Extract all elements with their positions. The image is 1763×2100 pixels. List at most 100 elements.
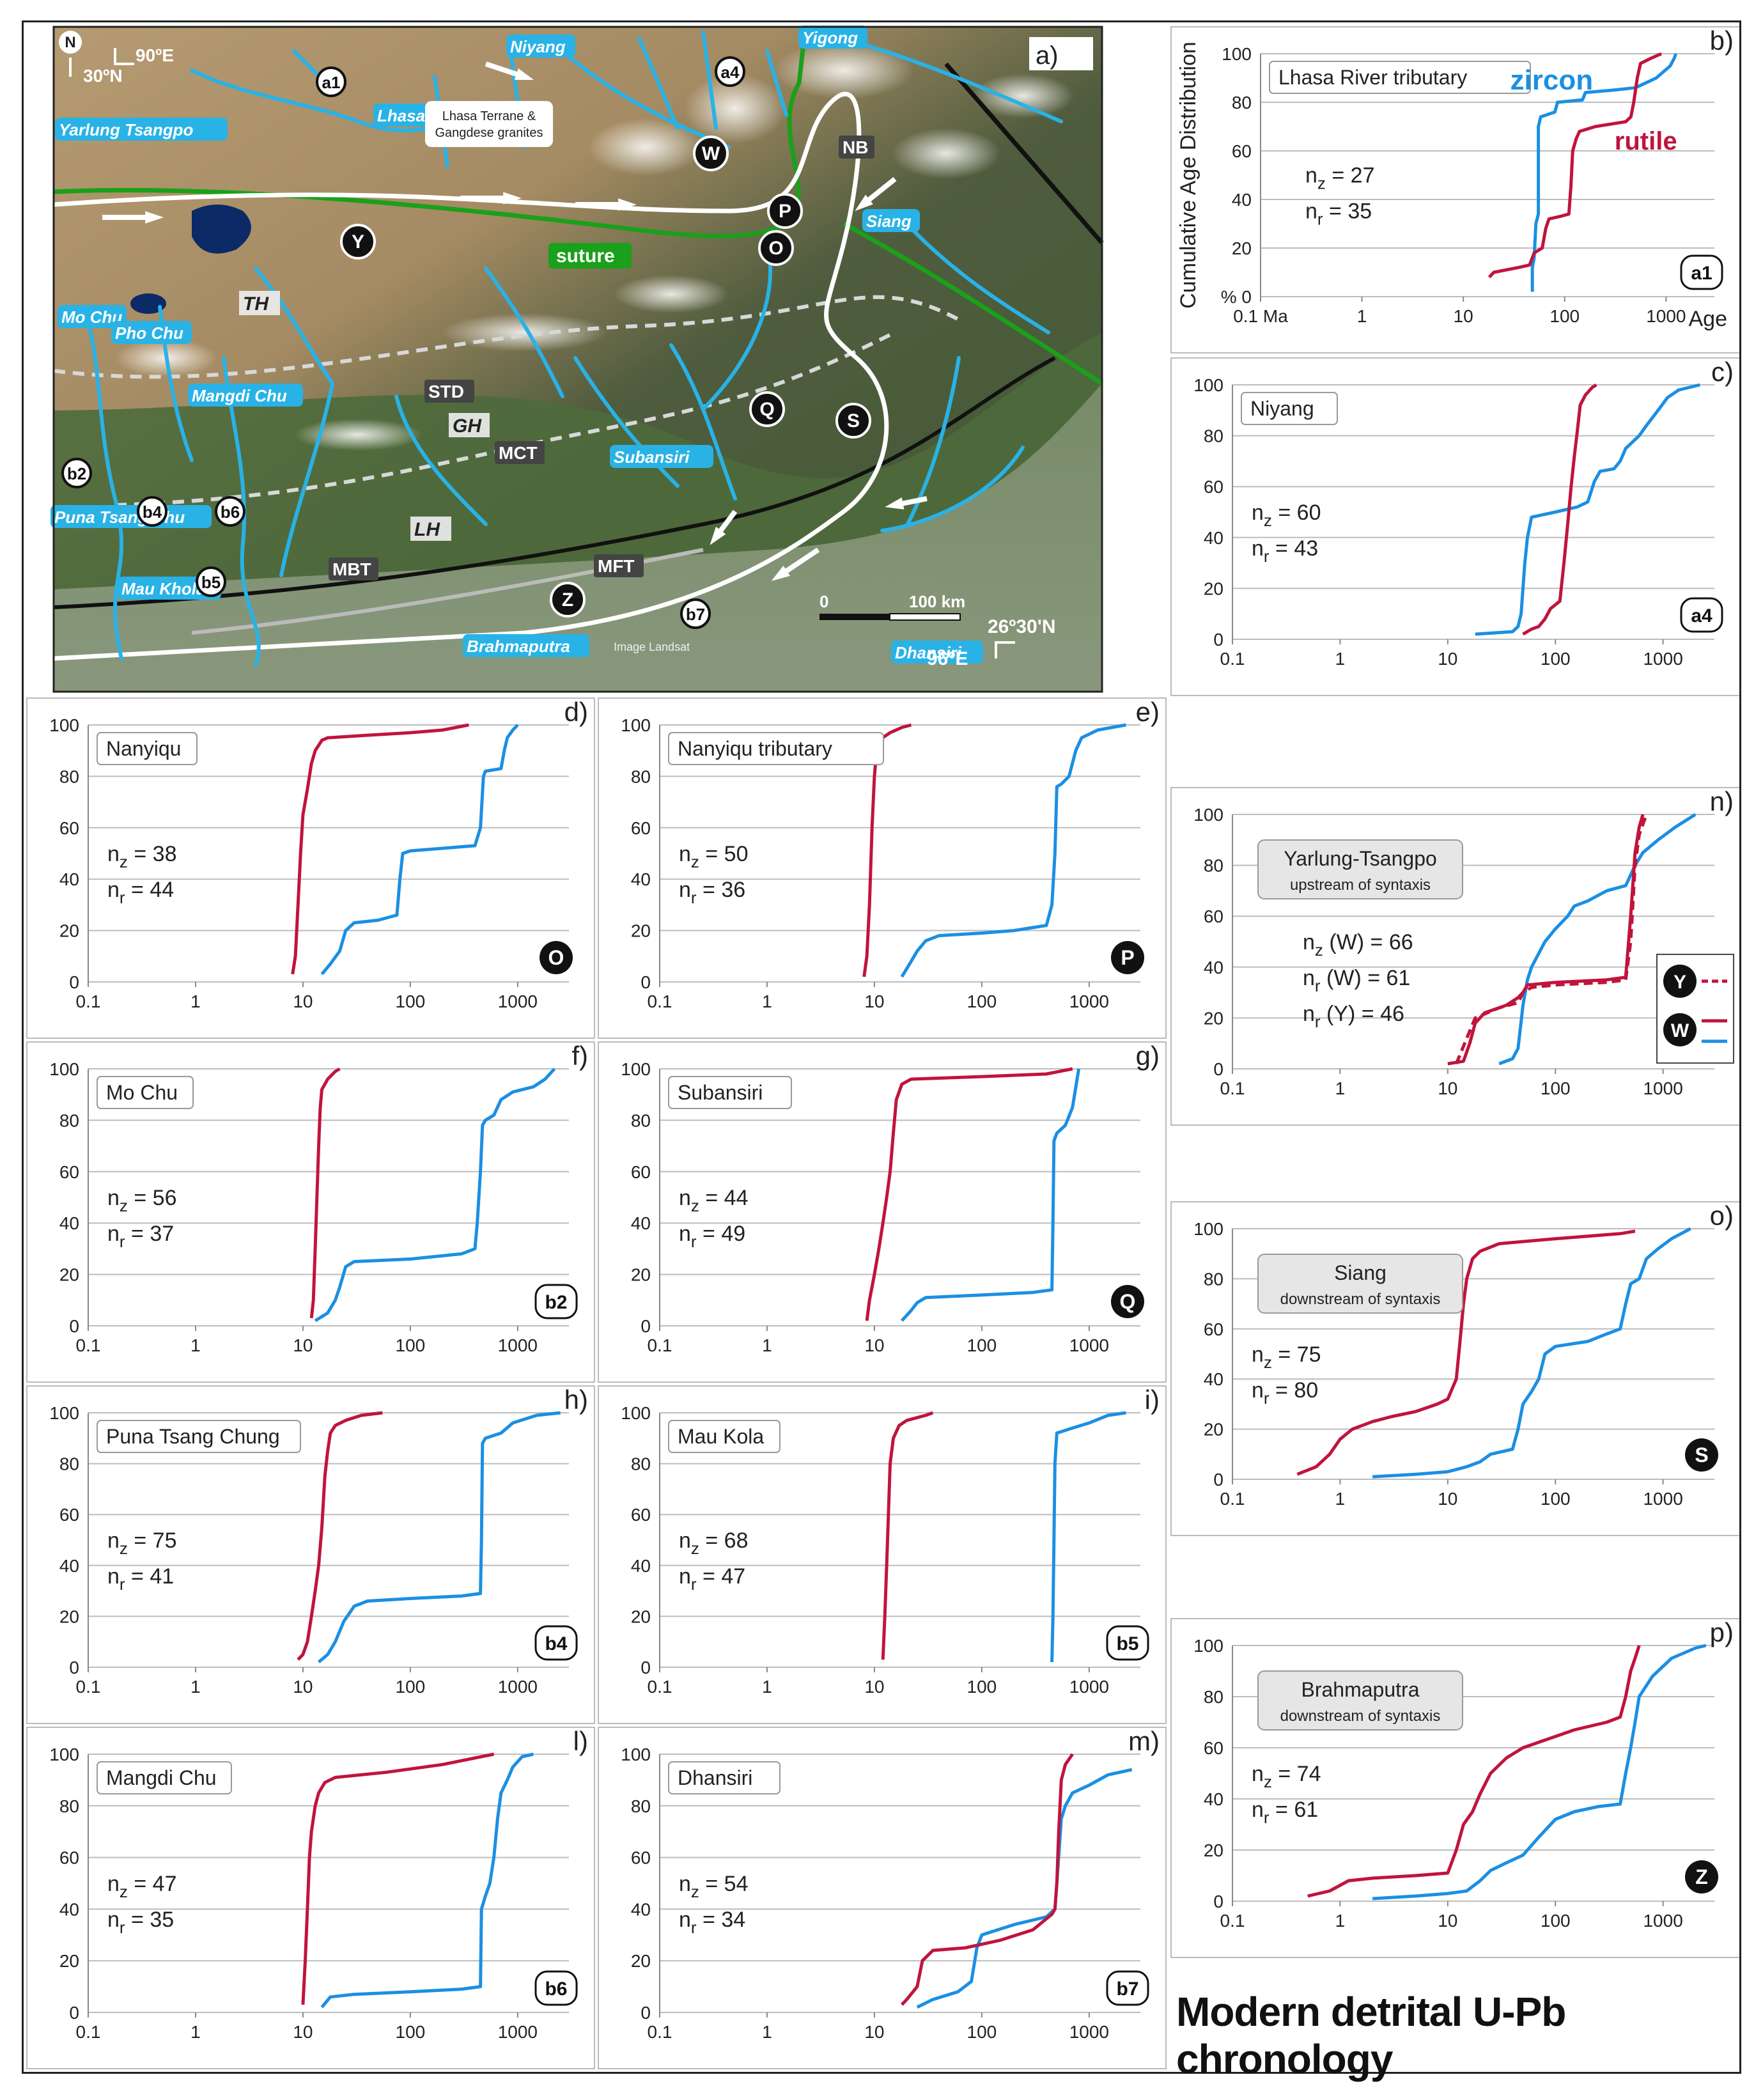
chart-title: Mangdi Chu	[97, 1761, 232, 1794]
sample-count: nz = 47	[107, 1872, 177, 1901]
river-label-text: Pho Chu	[115, 323, 183, 343]
river-label-box	[55, 118, 228, 141]
tributary-river	[279, 382, 334, 577]
lake-yamdrok	[192, 205, 251, 254]
x-tick-label: 0.1 Ma	[1233, 306, 1288, 326]
sample-site-b5: b5	[196, 566, 226, 597]
y-tick-label: 60	[59, 1162, 79, 1182]
sample-site-b4: b4	[137, 496, 167, 527]
river-label-box	[463, 634, 589, 657]
x-tick-label: 0.1	[648, 992, 672, 1011]
fault-label: NB	[839, 136, 874, 159]
sample-site-O: O	[758, 230, 794, 266]
chart-panel-g: 0 20 40 60 80 100 0.1 1 10 100 1000 Subansiri nz = 4…	[598, 1041, 1167, 1383]
y-tick-label: 0	[1213, 1470, 1223, 1489]
sample-site-a4: a4	[715, 56, 745, 87]
chart-title-box	[1257, 1670, 1463, 1731]
x-tick-label: 1000	[1646, 306, 1686, 326]
series-rutile	[1296, 1229, 1636, 1476]
y-tick-label: 20	[59, 921, 79, 941]
x-tick-label: 100	[1541, 649, 1571, 669]
panel-label: h)	[564, 1385, 588, 1415]
y-tick-label: 100	[49, 1745, 79, 1764]
sample-site-label: Q	[759, 399, 774, 420]
x-tick-label: 0.1	[1220, 1911, 1245, 1931]
series-rutile	[881, 1411, 934, 1660]
fault-label-text: STD	[428, 382, 464, 401]
river-label: Dhansiri	[891, 641, 983, 664]
chart-panel-l: 0 20 40 60 80 100 0.1 1 10 100 1000 Mangdi Chu nz = …	[26, 1726, 595, 2069]
flow-arrowhead	[618, 198, 637, 211]
sample-count: nr = 36	[679, 878, 745, 907]
series-zircon	[1475, 383, 1700, 636]
panel-label: i)	[1145, 1385, 1160, 1415]
x-tick-label: 100	[396, 992, 426, 1011]
site-marker-label: Z	[1695, 1865, 1708, 1888]
chart-title-text: Mangdi Chu	[106, 1766, 217, 1789]
scale-zero: 0	[819, 592, 828, 611]
sample-site-marker	[316, 66, 346, 97]
x-tick-label: 100	[1541, 1911, 1571, 1931]
sample-count: nr = 80	[1252, 1378, 1318, 1408]
chart-title: Subansiri	[668, 1076, 792, 1109]
sample-site-label: S	[847, 410, 860, 432]
sample-count: nr = 47	[679, 1564, 745, 1594]
x-tick-label: 10	[293, 992, 313, 1011]
x-tick-label: 100	[396, 1677, 426, 1697]
river-label: Niyang	[506, 35, 575, 58]
site-marker-label: P	[1121, 946, 1134, 969]
fault-northeast	[944, 62, 1104, 245]
sample-count: nz = 68	[679, 1528, 749, 1558]
unit-label-text: TH	[243, 293, 269, 315]
chart-title-box	[668, 732, 884, 765]
y-tick-label: 20	[631, 1606, 651, 1626]
suture-line-east	[843, 221, 1103, 385]
sample-count: nr = 34	[679, 1908, 745, 1937]
se-lon-label: 96ºE	[927, 648, 968, 669]
river-label-text: Subansiri	[614, 447, 690, 467]
nw-corner-mark	[114, 48, 134, 65]
image-credit: Image Landsat	[614, 641, 690, 653]
unit-label: LH	[410, 517, 451, 541]
site-marker-a4: a4	[1680, 597, 1723, 633]
suture-label: suture	[548, 243, 632, 268]
x-tick-label: 1	[762, 1677, 772, 1697]
chart-title-box	[1269, 61, 1531, 94]
y-tick-label: 0	[1213, 1059, 1223, 1079]
x-tick-label: 0.1	[76, 992, 101, 1011]
flow-arrowhead	[514, 68, 534, 81]
x-tick-label: 1000	[1643, 1489, 1682, 1509]
x-axis-label: Age	[1689, 307, 1728, 331]
site-marker-disc	[1111, 1285, 1144, 1318]
panel-label: o)	[1710, 1201, 1734, 1231]
series-zircon	[1530, 53, 1678, 292]
snow-patch	[614, 275, 729, 313]
chart-title-box	[1241, 392, 1338, 425]
chart-panel-frame	[1170, 1618, 1741, 1958]
fault-label-text: MCT	[499, 443, 538, 463]
lake	[130, 293, 166, 314]
sample-site-marker	[758, 230, 794, 266]
y-tick-label: 0	[1213, 630, 1223, 649]
chart-title: Nanyiqu tributary	[668, 732, 884, 765]
x-tick-label: 1	[762, 2022, 772, 2042]
site-marker-disc	[540, 941, 573, 974]
river-label: Puna Tsang Chu	[50, 505, 212, 528]
chart-title-text: Nanyiqu	[106, 737, 181, 760]
unit-label-box	[239, 291, 280, 315]
y-tick-label: 80	[631, 1796, 651, 1816]
snow-patch	[588, 118, 703, 176]
sample-count: nz = 74	[1252, 1762, 1321, 1791]
y-tick-label: 60	[1204, 1319, 1223, 1339]
river-label: Yarlung Tsangpo	[55, 118, 228, 141]
chart-panel-n: 0 20 40 60 80 100 0.1 1 10 100 1000 Yarlung-Tsangpo…	[1170, 786, 1741, 1126]
std-fault	[53, 295, 960, 379]
site-marker-box	[1680, 597, 1723, 633]
series-zircon	[314, 1068, 556, 1323]
river-label-box	[862, 209, 920, 232]
x-tick-label: 100	[967, 992, 997, 1011]
river-label-text: Yarlung Tsangpo	[59, 120, 194, 139]
chart-title-text: Mo Chu	[106, 1081, 178, 1104]
y-tick-label: 0	[641, 972, 651, 992]
y-tick-label: 40	[631, 1213, 651, 1233]
